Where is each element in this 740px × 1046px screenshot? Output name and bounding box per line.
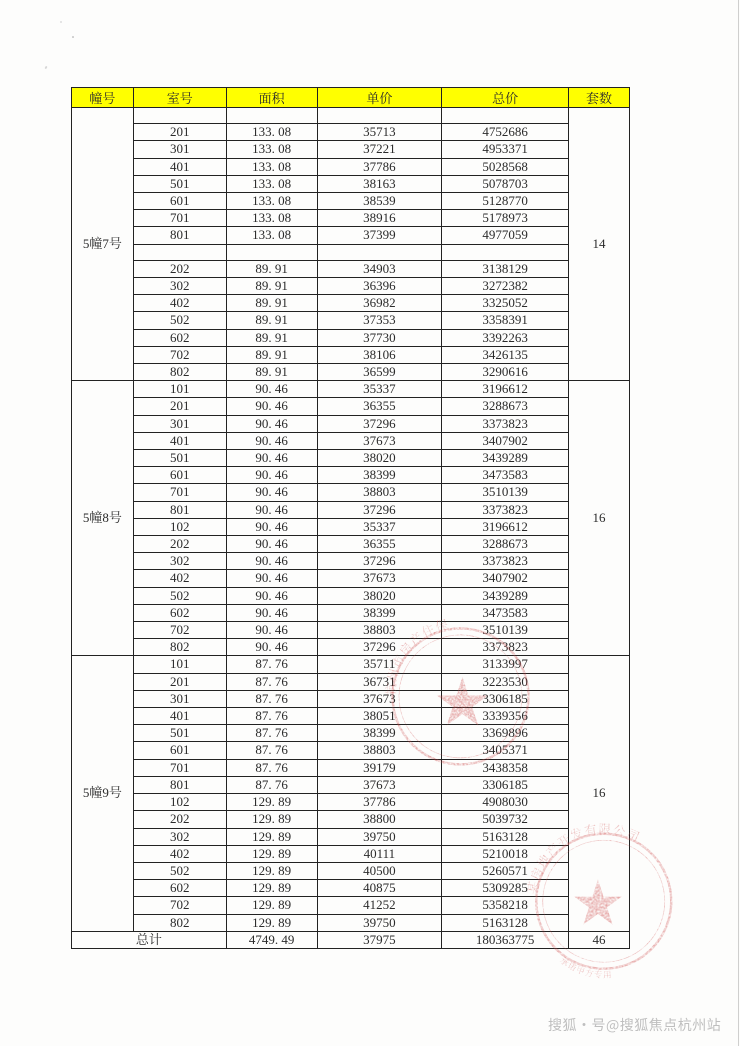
- svg-text:杭州市房产住保: 杭州市房产住保: [381, 614, 451, 695]
- svg-text:某房地产开发有限公司: 某房地产开发有限公司: [522, 819, 643, 895]
